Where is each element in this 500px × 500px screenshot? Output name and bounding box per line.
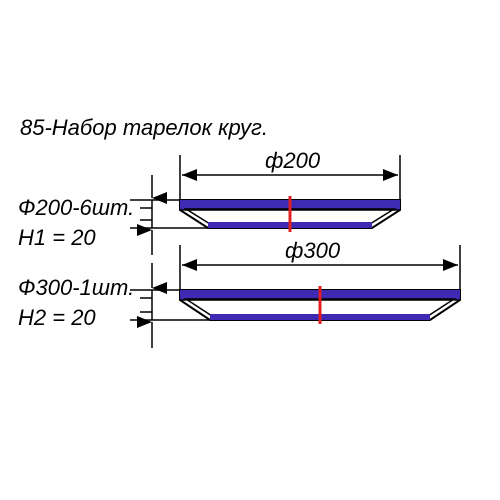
diagram-svg <box>0 0 500 500</box>
plate-2 <box>180 286 460 324</box>
plate-1 <box>180 196 400 232</box>
dim-line-1 <box>180 155 400 200</box>
dim-line-2 <box>180 245 460 290</box>
